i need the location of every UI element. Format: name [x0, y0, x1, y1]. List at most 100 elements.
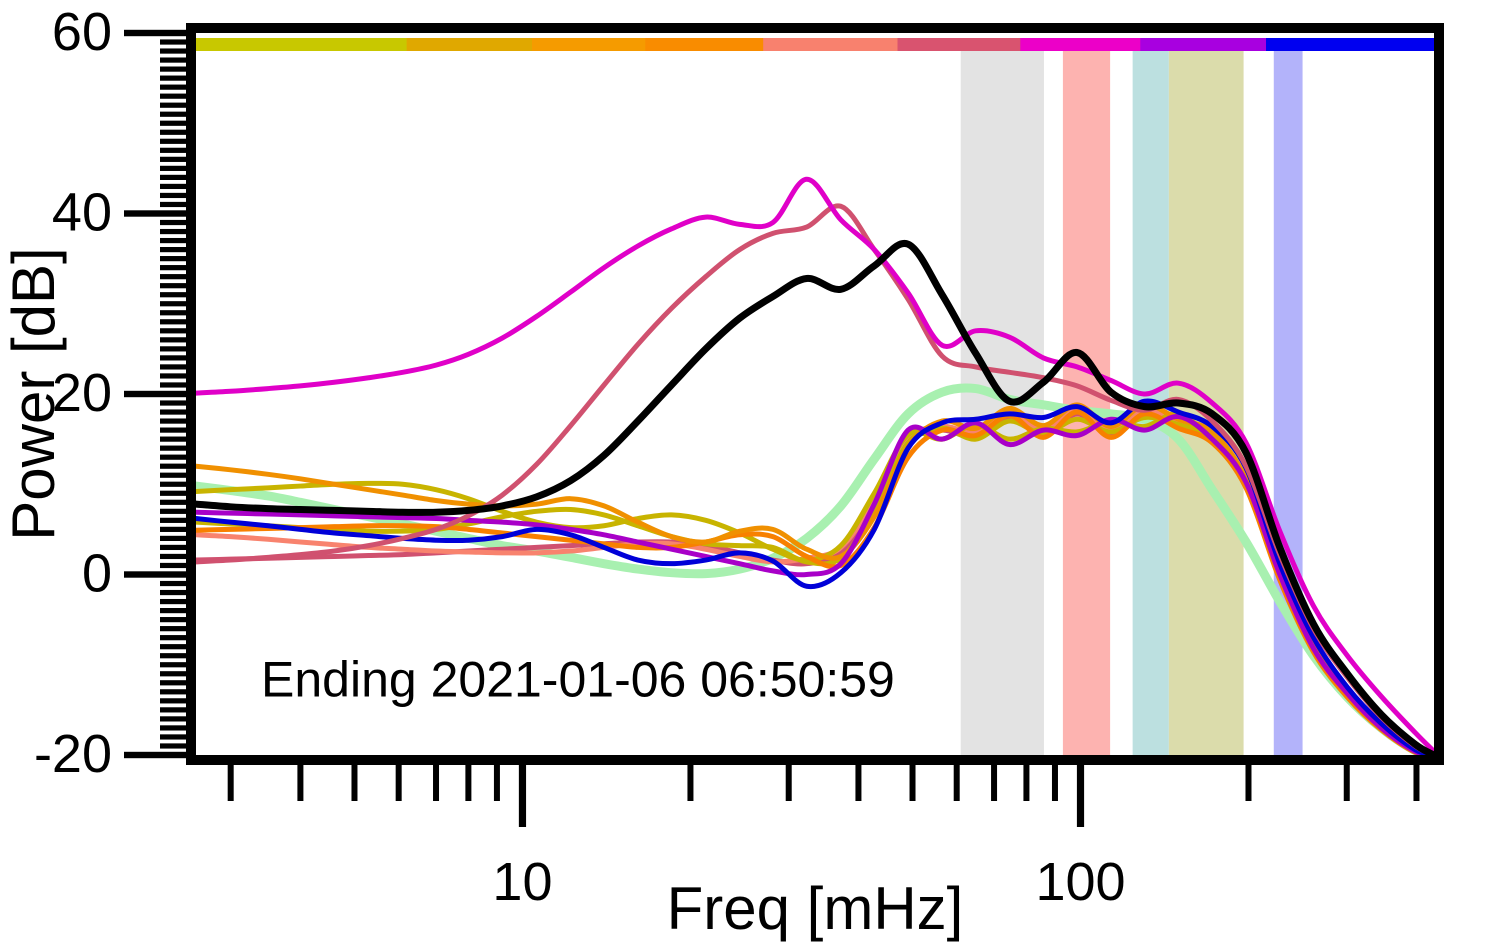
y-tick-label: -20: [34, 724, 112, 784]
ending-timestamp-annotation: Ending 2021-01-06 06:50:59: [261, 651, 895, 707]
frame-right: [1434, 23, 1444, 765]
band-pink: [1062, 50, 1111, 755]
y-minor-tick: [160, 445, 196, 451]
y-axis-label: Power [dB]: [0, 247, 67, 540]
y-minor-tick: [160, 589, 196, 596]
y-minor-tick: [160, 535, 196, 541]
series-group: [196, 176, 1434, 755]
y-major-tick: [124, 29, 196, 37]
x-tick-label: 100: [1035, 852, 1125, 912]
y-minor-tick: [160, 499, 196, 505]
y-minor-tick: [160, 120, 196, 126]
x-minor-tick: [855, 765, 862, 801]
y-major-tick: [124, 571, 196, 578]
y-minor-tick: [160, 508, 196, 514]
y-minor-tick: [160, 481, 196, 487]
series-black-reference: [196, 239, 1434, 755]
y-minor-tick: [160, 517, 196, 523]
y-minor-tick: [160, 156, 196, 162]
y-minor-tick: [160, 147, 196, 153]
colorbar-segment-1: [406, 38, 533, 51]
y-major-tick: [124, 751, 196, 759]
y-minor-tick: [160, 617, 196, 623]
y-minor-tick: [160, 219, 196, 226]
y-minor-tick: [160, 337, 196, 343]
y-minor-tick: [160, 201, 196, 208]
y-minor-tick: [160, 328, 196, 334]
y-minor-tick: [160, 39, 196, 45]
plot-background: [196, 33, 1434, 755]
y-minor-tick: [160, 84, 196, 90]
colorbar-segment-4: [763, 38, 899, 51]
y-minor-tick: [160, 635, 196, 641]
y-minor-tick: [160, 608, 196, 614]
y-minor-tick: [160, 626, 196, 632]
x-minor-tick: [1051, 765, 1058, 801]
y-minor-tick: [160, 93, 196, 99]
y-minor-tick: [160, 192, 196, 199]
y-minor-tick: [160, 436, 196, 442]
x-minor-tick: [687, 765, 694, 801]
y-minor-tick: [160, 283, 196, 289]
y-minor-tick: [160, 48, 196, 54]
x-minor-tick: [227, 765, 234, 801]
y-minor-tick: [160, 265, 196, 271]
y-minor-tick: [160, 454, 196, 460]
y-minor-tick: [160, 57, 196, 63]
colorbar-segment-6: [1020, 38, 1142, 51]
y-minor-tick: [160, 680, 196, 686]
y-minor-tick: [160, 301, 196, 307]
x-minor-tick: [297, 765, 304, 801]
y-major-tick: [124, 390, 196, 398]
y-minor-tick: [160, 292, 196, 298]
y-minor-tick: [160, 562, 196, 569]
colorbar-segment-7: [1140, 38, 1267, 51]
y-minor-tick: [160, 373, 196, 379]
x-minor-tick: [785, 765, 792, 801]
y-minor-tick: [160, 526, 196, 532]
colorbar-segment-8: [1266, 38, 1435, 51]
x-minor-tick: [493, 765, 500, 801]
x-minor-tick: [433, 765, 440, 801]
y-minor-tick: [160, 355, 196, 361]
y-minor-tick: [160, 237, 196, 244]
x-minor-tick: [1413, 765, 1420, 801]
colorbar-segment-2: [531, 38, 647, 51]
y-minor-tick: [160, 382, 196, 388]
x-minor-tick: [1343, 765, 1350, 801]
y-minor-tick: [160, 310, 196, 316]
y-major-tick: [124, 210, 196, 217]
y-minor-tick: [160, 734, 196, 740]
y-minor-tick: [160, 418, 196, 424]
band-periwinkle: [1273, 50, 1303, 755]
x-minor-tick: [351, 765, 358, 801]
y-minor-tick: [160, 319, 196, 325]
x-axis-label: Freq [mHz]: [667, 875, 964, 942]
y-minor-tick: [160, 698, 196, 704]
y-minor-tick: [160, 463, 196, 469]
x-major-tick: [1076, 765, 1085, 827]
x-minor-tick: [991, 765, 998, 801]
y-minor-tick: [160, 725, 196, 731]
frame-bottom: [186, 755, 1444, 765]
y-minor-tick: [160, 228, 196, 235]
y-minor-tick: [160, 716, 196, 722]
x-minor-tick: [1245, 765, 1252, 801]
y-minor-tick: [160, 671, 196, 677]
y-minor-tick: [160, 553, 196, 560]
y-minor-tick: [160, 174, 196, 180]
y-minor-tick: [160, 75, 196, 81]
frame-top: [186, 23, 1444, 33]
y-minor-tick: [160, 256, 196, 262]
y-minor-tick: [160, 598, 196, 605]
y-minor-tick: [160, 364, 196, 370]
y-minor-tick: [160, 743, 196, 749]
y-minor-tick: [160, 165, 196, 171]
y-minor-tick: [160, 247, 196, 253]
x-minor-tick: [909, 765, 916, 801]
y-minor-tick: [160, 427, 196, 433]
y-minor-tick: [160, 66, 196, 72]
y-minor-tick: [160, 580, 196, 587]
